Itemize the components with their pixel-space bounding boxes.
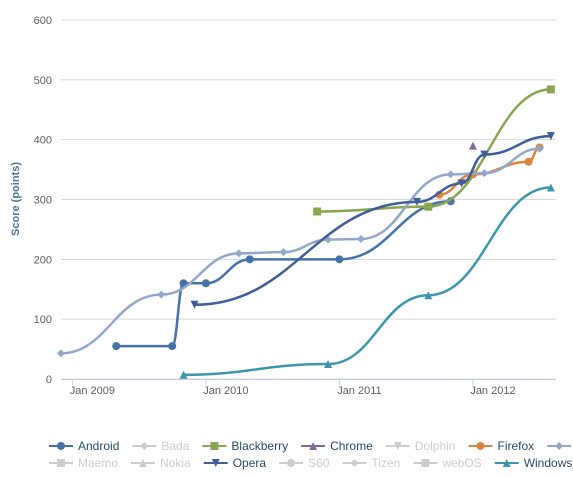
y-tick-label: 200	[34, 254, 52, 266]
x-tick-label: Jan 2012	[470, 385, 515, 397]
data-point[interactable]	[279, 248, 288, 257]
legend-symbol	[393, 442, 402, 450]
y-tick-label: 100	[34, 314, 52, 326]
legend-label: Tizen	[371, 456, 400, 470]
legend-item-s60[interactable]: S60	[279, 456, 330, 470]
legend-symbol	[139, 459, 148, 467]
legend-item-nokia[interactable]: Nokia	[131, 456, 191, 470]
data-point[interactable]	[335, 255, 344, 264]
grid-lines	[61, 19, 556, 380]
series-windows	[179, 183, 555, 379]
y-axis: 0 100 200 300 400 500 600	[34, 15, 52, 386]
data-point[interactable]	[546, 85, 555, 94]
legend-label: Dolphin	[415, 439, 456, 453]
legend-symbol	[421, 459, 430, 467]
series-opera	[190, 132, 555, 309]
data-point[interactable]	[446, 170, 455, 179]
data-point[interactable]	[179, 370, 188, 379]
series-chrome	[468, 141, 477, 150]
legend[interactable]: Android Bada Blackberry Chrome Dolphin Firefo…	[49, 439, 573, 470]
data-point[interactable]	[357, 234, 365, 243]
legend-label: Maemo	[78, 456, 118, 470]
legend-label: Blackberry	[231, 439, 288, 453]
data-point[interactable]	[313, 207, 322, 216]
legend-item-tizen[interactable]: Tizen	[342, 456, 400, 470]
data-point[interactable]	[324, 360, 333, 369]
data-point[interactable]	[524, 157, 533, 166]
data-point[interactable]	[112, 342, 121, 351]
legend-item-firefox[interactable]: Firefox	[468, 439, 534, 453]
data-point[interactable]	[468, 141, 477, 150]
legend-label: Chrome	[330, 439, 373, 453]
data-point[interactable]	[157, 290, 166, 299]
legend-label: Firefox	[497, 439, 534, 453]
y-axis-title: Score (points)	[10, 162, 22, 236]
legend-symbol	[140, 442, 149, 450]
data-point[interactable]	[546, 132, 555, 141]
legend-item-dolphin[interactable]: Dolphin	[385, 439, 456, 453]
data-point[interactable]	[201, 279, 210, 288]
legend-symbol	[350, 459, 359, 467]
legend-symbol	[57, 459, 65, 467]
series-line	[116, 200, 451, 348]
data-point[interactable]	[480, 169, 489, 178]
legend-symbol	[57, 442, 65, 450]
data-point[interactable]	[168, 342, 177, 351]
x-tick-label: Jan 2009	[70, 385, 115, 397]
legend-symbol	[211, 459, 220, 467]
data-point[interactable]	[424, 202, 433, 211]
legend-label: Opera	[233, 456, 267, 470]
legend-label: Android	[78, 439, 119, 453]
data-point[interactable]	[412, 197, 421, 206]
x-axis: Jan 2009 Jan 2010 Jan 2011 Jan 2012	[61, 379, 556, 397]
y-tick-label: 400	[34, 135, 52, 147]
y-tick-label: 300	[34, 195, 52, 207]
legend-label: Nokia	[160, 456, 191, 470]
legend-item-chrome[interactable]: Chrome	[301, 439, 373, 453]
legend-symbol	[502, 459, 511, 467]
legend-item-bada[interactable]: Bada	[132, 439, 190, 453]
y-tick-label: 500	[34, 75, 52, 87]
plot-area	[57, 85, 555, 379]
legend-item-android[interactable]: Android	[49, 439, 119, 453]
data-point[interactable]	[190, 300, 199, 309]
data-point[interactable]	[535, 144, 544, 153]
legend-label: S60	[308, 456, 330, 470]
series-android	[112, 197, 455, 351]
x-tick-label: Jan 2010	[203, 385, 248, 397]
legend-symbol	[210, 442, 219, 450]
legend-item-windows[interactable]: Windows	[494, 456, 573, 470]
legend-item-maemo[interactable]: Maemo	[49, 456, 118, 470]
series-line	[194, 134, 551, 307]
series-line	[183, 186, 551, 377]
data-point[interactable]	[245, 255, 254, 264]
legend-symbol	[555, 442, 564, 450]
data-point[interactable]	[57, 349, 65, 358]
legend-symbol	[309, 442, 318, 450]
y-tick-label: 600	[34, 15, 52, 27]
legend-item-opera[interactable]: Opera	[203, 456, 267, 470]
x-tick-label: Jan 2011	[337, 385, 381, 397]
legend-label: Windows	[524, 456, 573, 470]
series-ios	[57, 144, 544, 358]
legend-item-blackberry[interactable]: Blackberry	[202, 439, 288, 453]
legend-symbol	[287, 459, 296, 467]
legend-item-webos[interactable]: webOS	[413, 456, 482, 470]
legend-label: Bada	[161, 439, 189, 453]
legend-label: webOS	[441, 456, 481, 470]
data-point[interactable]	[234, 249, 243, 258]
data-point[interactable]	[546, 183, 555, 192]
series-line	[317, 88, 551, 213]
data-point[interactable]	[424, 291, 433, 300]
legend-item-ios[interactable]: iOS	[547, 439, 573, 453]
data-point[interactable]	[480, 150, 489, 159]
series-blackberry	[313, 85, 555, 216]
legend-symbol	[476, 442, 485, 450]
y-tick-label: 0	[46, 374, 52, 386]
data-point[interactable]	[457, 179, 466, 188]
